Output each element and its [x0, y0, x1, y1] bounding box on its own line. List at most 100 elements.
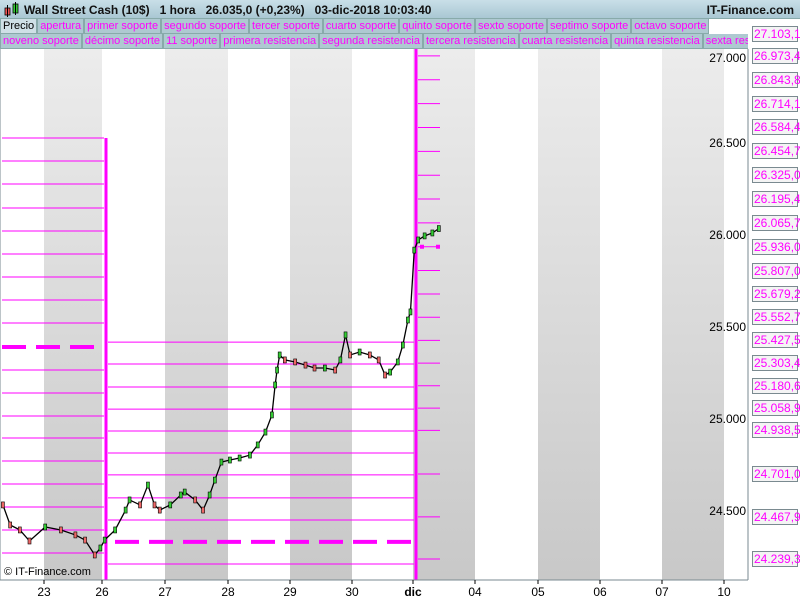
- y-tick-label: 26.500: [709, 136, 746, 150]
- legend-row-2: noveno soporte décimo soporte 11 soporte…: [0, 34, 748, 49]
- day-band: [538, 49, 600, 580]
- title-bar: Wall Street Cash (10$) 1 hora 26.035,0 (…: [0, 0, 800, 19]
- level-price-label: 27.103,1: [752, 26, 800, 42]
- x-tick-label: 10: [717, 585, 731, 599]
- y-tick-label: 25.000: [709, 412, 746, 426]
- price-candle: [219, 458, 224, 466]
- price-candle: [338, 356, 343, 364]
- price-candle: [283, 356, 287, 364]
- price-candle: [127, 496, 132, 504]
- price-candle: [228, 456, 232, 464]
- level-price-label: 26.843,8: [752, 71, 800, 88]
- price-candle: [395, 358, 400, 366]
- price-candle: [18, 526, 22, 534]
- day-band: [662, 49, 724, 580]
- legend-tercera-resistencia[interactable]: tercera resistencia: [423, 34, 519, 49]
- y-tick-label: 24.500: [709, 504, 746, 518]
- legend-segundo-soporte[interactable]: segundo soporte: [161, 19, 250, 34]
- price-candle: [152, 501, 157, 509]
- price-candle: [59, 526, 63, 534]
- price-candle: [275, 366, 279, 374]
- x-tick-label: dic: [404, 585, 422, 599]
- legend-11-soporte[interactable]: 11 soporte: [163, 34, 221, 49]
- price-candle: [102, 536, 107, 544]
- legend-quinto-soporte[interactable]: quinto soporte: [399, 19, 475, 34]
- x-tick-label: 04: [468, 585, 482, 599]
- price-candle: [348, 351, 352, 359]
- price-candle: [8, 521, 12, 529]
- price-candle: [213, 476, 217, 484]
- price-candle: [416, 236, 420, 244]
- price-candle: [193, 496, 197, 504]
- legend-decimo-soporte[interactable]: décimo soporte: [81, 34, 164, 49]
- price-candle: [430, 229, 435, 237]
- level-price-label: 25.679,2: [752, 286, 800, 303]
- legend-noveno-soporte[interactable]: noveno soporte: [0, 34, 82, 49]
- legend-cuarto-soporte[interactable]: cuarto soporte: [322, 19, 400, 34]
- candlestick-logo-icon: [4, 2, 19, 17]
- day-band: [413, 49, 475, 580]
- level-price-label: 25.058,9: [752, 400, 800, 417]
- day-band: [290, 49, 352, 580]
- legend-quinta-resistencia[interactable]: quinta resistencia: [611, 34, 703, 49]
- price-candle: [43, 523, 48, 531]
- x-tick-label: 07: [655, 585, 669, 599]
- price-candle: [273, 381, 277, 389]
- price-candle: [408, 308, 413, 316]
- price-candle: [270, 411, 274, 419]
- price-candle: [406, 316, 410, 324]
- price-candle: [303, 361, 308, 369]
- level-price-label: 24.701,0: [752, 466, 800, 483]
- copyright-label: © IT-Finance.com: [4, 566, 91, 578]
- brand-label: IT-Finance.com: [706, 3, 794, 17]
- legend-primer-soporte[interactable]: primer soporte: [84, 19, 162, 34]
- level-price-label: 24.239,3: [752, 550, 800, 567]
- level-price-label: 26.065,7: [752, 214, 800, 231]
- legend-tercer-soporte[interactable]: tercer soporte: [249, 19, 323, 34]
- level-price-label: 26.973,4: [752, 47, 800, 64]
- x-tick-label: 26: [95, 585, 109, 599]
- price-candle: [237, 454, 242, 462]
- price-line: [2, 228, 440, 557]
- price-candle: [357, 348, 362, 356]
- level-price-label: 25.807,0: [752, 262, 800, 279]
- level-price-label: 25.552,7: [752, 309, 800, 326]
- legend-septimo-soporte[interactable]: septimo soporte: [547, 19, 632, 34]
- level-price-label: 25.427,5: [752, 332, 800, 349]
- legend-octavo-soporte[interactable]: octavo soporte: [631, 19, 710, 34]
- level-price-label: 26.584,4: [752, 119, 800, 136]
- price-candle: [138, 501, 142, 509]
- x-tick-label: 28: [221, 585, 235, 599]
- price-candle: [178, 491, 183, 499]
- legend-segunda-resistencia[interactable]: segunda resistencia: [319, 34, 423, 49]
- day-band: [44, 49, 102, 580]
- price-candle: [412, 246, 417, 254]
- legend-apertura[interactable]: apertura: [37, 19, 85, 34]
- level-price-label: 26.195,4: [752, 191, 800, 208]
- x-tick-label: 30: [345, 585, 359, 599]
- y-tick-label: 25.500: [709, 320, 746, 334]
- y-tick-label: 27.000: [709, 51, 746, 65]
- legend-sexta-resistencia[interactable]: sexta resistencia: [702, 34, 748, 49]
- price-candle: [182, 488, 187, 496]
- price-candle: [201, 506, 205, 514]
- level-price-label: 25.936,0: [752, 238, 800, 255]
- legend-sexto-soporte[interactable]: sexto soporte: [474, 19, 548, 34]
- x-tick-label: 05: [531, 585, 545, 599]
- price-candle: [27, 537, 32, 545]
- x-tick-label: 29: [283, 585, 297, 599]
- price-candle: [263, 428, 268, 436]
- price-candle: [168, 501, 173, 509]
- price-candle: [343, 331, 348, 339]
- instrument-title: Wall Street Cash (10$) 1 hora 26.035,0 (…: [24, 3, 432, 17]
- price-candle: [255, 441, 260, 449]
- legend-primera-resistencia[interactable]: primera resistencia: [220, 34, 320, 49]
- legend-cuarta-resistencia[interactable]: cuarta resistencia: [518, 34, 612, 49]
- price-candle: [248, 451, 252, 459]
- price-candle: [333, 366, 338, 374]
- level-price-label: 26.325,0: [752, 167, 800, 184]
- legend-precio[interactable]: Precio: [0, 19, 38, 34]
- level-price-label: 25.303,4: [752, 355, 800, 372]
- price-candle: [83, 536, 87, 544]
